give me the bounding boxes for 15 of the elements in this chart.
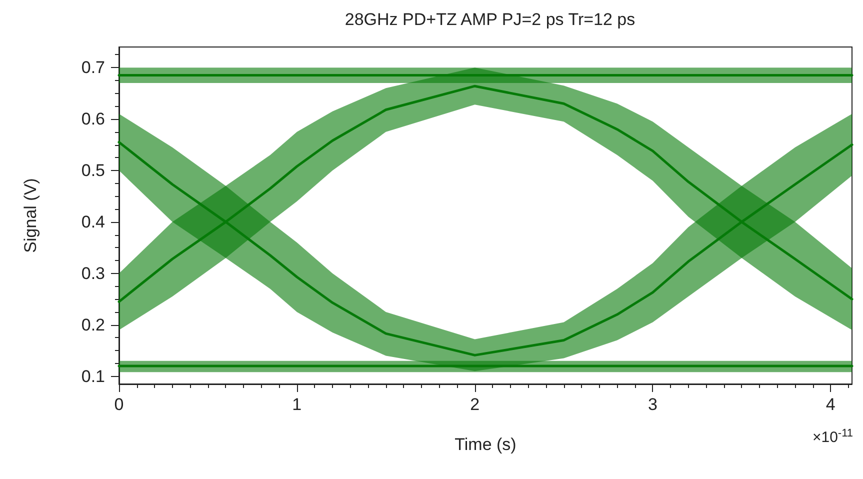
y-tick-label: 0.5 [81,160,105,180]
x-tick-label: 2 [470,395,480,414]
y-tick-label: 0.1 [81,366,105,386]
x-tick-label: 4 [826,395,836,414]
y-tick-label: 0.7 [81,58,105,78]
x-tick-label: 1 [292,395,302,414]
x-tick-label: 0 [114,395,124,414]
y-tick-label: 0.6 [81,110,105,129]
y-tick-label: 0.3 [81,264,105,283]
x-axis-title: Time (s) [454,435,516,454]
y-axis-title: Signal (V) [21,178,40,253]
y-tick-label: 0.2 [81,315,105,334]
chart-title: 28GHz PD+TZ AMP PJ=2 ps Tr=12 ps [344,10,636,29]
x-tick-label: 3 [648,395,658,414]
y-tick-label: 0.4 [81,212,105,232]
